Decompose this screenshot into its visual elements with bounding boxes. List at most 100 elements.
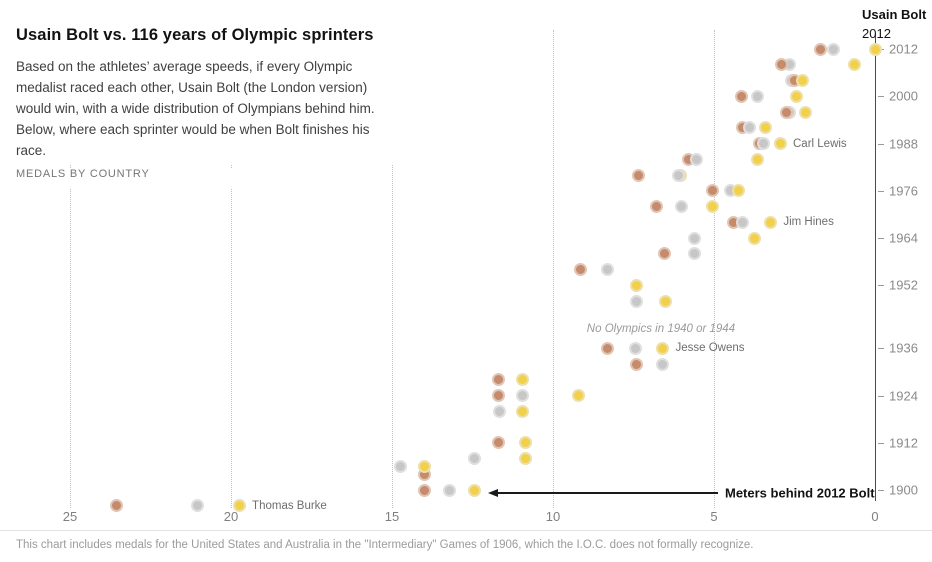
silver-medal-dot-1906 <box>393 459 407 473</box>
silver-medal-dot-1968 <box>736 215 750 229</box>
gold-medal-dot-1924 <box>572 389 586 402</box>
footnote: This chart includes medals for the Unite… <box>0 530 932 551</box>
silver-medal-dot-1988 <box>757 137 771 150</box>
gold-medal-dot-1968 <box>763 215 777 229</box>
sprinter-label-jesse-owens: Jesse Owens <box>675 342 745 355</box>
gold-medal-dot-1972 <box>705 200 719 213</box>
silver-medal-dot-1992 <box>742 121 756 135</box>
bronze-medal-dot-1936 <box>601 341 615 355</box>
intro-paragraph: Based on the athletes’ average speeds, i… <box>16 59 375 159</box>
bronze-medal-dot-1960 <box>657 247 671 261</box>
gridline-15m <box>392 30 393 508</box>
bronze-medal-dot-2012 <box>813 42 827 56</box>
bronze-medal-dot-1932 <box>630 357 644 371</box>
x-tick-label-10: 10 <box>545 509 561 524</box>
silver-medal-dot-1936 <box>628 341 642 355</box>
silver-medal-dot-2000 <box>750 89 764 103</box>
bronze-medal-dot-2008 <box>775 58 789 72</box>
year-tick-label-2012: 2012 <box>889 41 918 57</box>
year-tick-label-1976: 1976 <box>889 183 918 199</box>
bronze-medal-dot-1956 <box>573 263 587 276</box>
silver-medal-dot-1920 <box>493 404 507 418</box>
gold-medal-dot-1912 <box>519 436 533 450</box>
silver-medal-dot-1956 <box>601 263 615 276</box>
silver-medal-dot-2012 <box>826 42 840 56</box>
bolt-axis-header-name: Usain Bolt <box>862 7 927 22</box>
gold-medal-dot-1896 <box>232 499 246 513</box>
year-tick-label-1900: 1900 <box>889 482 918 498</box>
gridline-20m <box>231 30 232 508</box>
x-tick-label-5: 5 <box>710 509 718 524</box>
gold-medal-dot-2004 <box>796 74 810 87</box>
year-tick-label-1964: 1964 <box>889 230 918 246</box>
bronze-medal-dot-1928 <box>491 373 505 387</box>
silver-medal-dot-1932 <box>655 357 669 371</box>
bolt-axis-header: Usain Bolt 2012 <box>862 6 926 44</box>
bronze-medal-dot-1980 <box>631 168 645 182</box>
silver-medal-dot-1900 <box>443 483 457 497</box>
gold-medal-dot-1936 <box>655 341 669 355</box>
x-tick-label-15: 15 <box>384 509 400 524</box>
bronze-medal-dot-1896 <box>110 499 124 513</box>
silver-medal-dot-1980 <box>672 168 686 182</box>
meters-behind-label: Meters behind 2012 Bolt <box>725 485 875 501</box>
silver-medal-dot-1960 <box>688 247 702 261</box>
silver-medal-dot-1964 <box>688 231 702 245</box>
gold-medal-dot-2012 <box>868 42 882 56</box>
sprinter-label-thomas-burke: Thomas Burke <box>252 499 327 512</box>
year-tick-label-1936: 1936 <box>889 340 918 356</box>
year-tick-1988 <box>878 143 884 145</box>
x-tick-label-0: 0 <box>871 509 879 524</box>
silver-medal-dot-1948 <box>630 294 644 308</box>
silver-medal-dot-1972 <box>675 200 689 213</box>
gold-medal-dot-1992 <box>759 121 773 135</box>
gold-medal-dot-2008 <box>847 58 861 72</box>
year-axis-line <box>875 33 876 501</box>
year-tick-2000 <box>878 96 884 98</box>
bronze-medal-dot-1972 <box>649 200 663 213</box>
gold-medal-dot-1996 <box>799 105 813 119</box>
no-olympics-note: No Olympics in 1940 or 1944 <box>586 322 736 335</box>
year-tick-label-1924: 1924 <box>889 388 918 403</box>
page-title: Usain Bolt vs. 116 years of Olympic spri… <box>16 26 374 44</box>
sprinter-label-jim-hines: Jim Hines <box>783 216 834 229</box>
chart-header: Usain Bolt vs. 116 years of Olympic spri… <box>16 26 404 166</box>
gridline-25m <box>70 30 71 508</box>
year-tick-1976 <box>878 190 884 192</box>
year-tick-1964 <box>878 238 884 239</box>
bronze-medal-dot-1912 <box>491 436 505 450</box>
gold-medal-dot-1964 <box>747 231 761 245</box>
gold-medal-dot-2000 <box>789 89 803 103</box>
bronze-medal-dot-1996 <box>779 105 793 119</box>
gold-medal-dot-1906 <box>417 459 431 473</box>
bronze-medal-dot-1976 <box>705 184 719 198</box>
gold-medal-dot-1920 <box>515 404 529 418</box>
year-tick-label-1988: 1988 <box>889 136 918 151</box>
gold-medal-dot-1988 <box>773 137 787 150</box>
x-tick-label-20: 20 <box>223 509 239 524</box>
silver-medal-dot-1924 <box>515 389 529 402</box>
year-tick-1952 <box>878 285 884 287</box>
year-tick-1924 <box>878 395 884 397</box>
bolt-axis-header-year: 2012 <box>862 25 891 41</box>
gold-medal-dot-1948 <box>659 294 673 308</box>
meters-arrow-head <box>488 489 498 497</box>
bronze-medal-dot-1924 <box>491 389 505 402</box>
gold-medal-dot-1928 <box>515 373 529 387</box>
meters-arrow-line <box>497 492 718 494</box>
gridline-5m <box>714 30 715 508</box>
medals-by-country-table: MEDALS BY COUNTRY <box>16 168 238 189</box>
gold-medal-dot-1900 <box>467 483 481 497</box>
gridline-10m <box>553 30 554 508</box>
gold-medal-dot-1908 <box>519 452 533 465</box>
silver-medal-dot-1984 <box>689 152 703 166</box>
silver-medal-dot-1896 <box>190 499 204 513</box>
medals-table-heading: MEDALS BY COUNTRY <box>16 168 150 180</box>
gold-medal-dot-1984 <box>750 152 764 166</box>
year-tick-1912 <box>878 442 884 444</box>
year-tick-label-2000: 2000 <box>889 88 918 104</box>
year-tick-label-1952: 1952 <box>889 277 918 293</box>
sprinter-label-carl-lewis: Carl Lewis <box>793 137 847 150</box>
bronze-medal-dot-1900 <box>417 483 431 497</box>
year-tick-label-1912: 1912 <box>889 435 918 451</box>
